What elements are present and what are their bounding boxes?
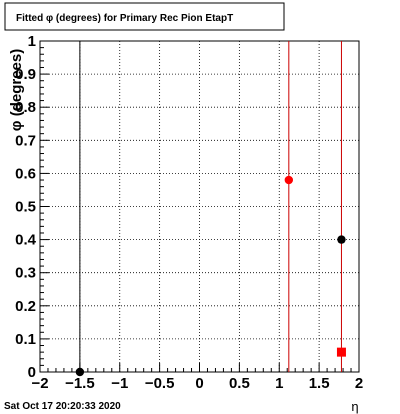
y-tick-labels: 0 0.1 0.2 0.3 0.4 0.5 0.6 0.7 0.8 0.9 1 (15, 33, 37, 381)
y-tick-label: 0.8 (15, 99, 36, 116)
x-tick-labels: −2 −1.5 −1 −0.5 0 0.5 1 1.5 2 (31, 375, 363, 392)
x-tick-label: 2 (355, 375, 363, 392)
title-box (4, 2, 285, 31)
x-axis-title: η (351, 399, 358, 414)
y-tick-label: 0.7 (15, 132, 36, 149)
vertical-lines (79, 41, 342, 372)
y-axis-title: φ (degrees) (8, 49, 25, 131)
y-tick-label: 0.1 (15, 331, 36, 348)
x-tick-label: −1.5 (65, 375, 95, 392)
x-tick-label: −2 (31, 375, 48, 392)
x-tick-label: −0.5 (145, 375, 175, 392)
y-tick-label: 0.5 (15, 199, 36, 216)
y-tick-label: 0.2 (15, 298, 36, 315)
data-point-square (336, 347, 346, 357)
timestamp: Sat Oct 17 20:20:33 2020 (4, 401, 121, 412)
y-tick-label: 0.9 (15, 66, 36, 83)
y-tick-label: 0 (28, 364, 36, 381)
x-tick-label: 0 (195, 375, 203, 392)
x-tick-label: −1 (111, 375, 128, 392)
chart-title: Fitted φ (degrees) for Primary Rec Pion … (16, 13, 233, 24)
grid (40, 41, 359, 372)
y-tick-label: 0.4 (15, 232, 37, 249)
data-point-circle (75, 367, 85, 377)
x-tick-label: 0.5 (229, 375, 250, 392)
y-tick-label: 1 (28, 33, 36, 50)
data-point-circle (284, 175, 294, 185)
y-tick-label: 0.3 (15, 265, 36, 282)
axis-ticks (39, 40, 360, 373)
x-tick-label: 1 (275, 375, 283, 392)
y-tick-label: 0.6 (15, 165, 36, 182)
x-tick-label: 1.5 (309, 375, 330, 392)
data-point-circle (337, 235, 346, 244)
data-points (75, 175, 346, 377)
